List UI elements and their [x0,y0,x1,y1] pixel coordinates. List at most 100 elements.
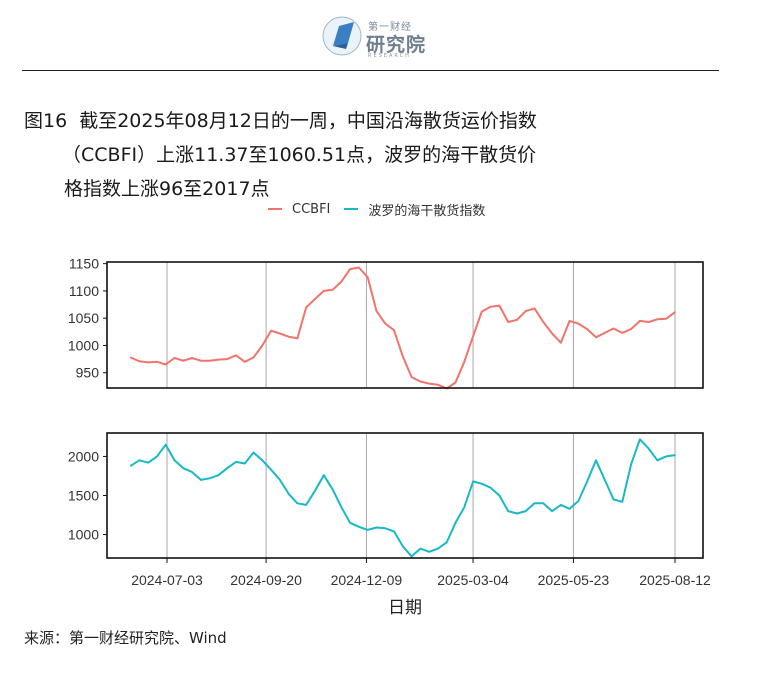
header-divider [22,70,719,71]
ccbfi-point [200,359,202,362]
ccbfi-point [314,298,316,300]
bdi-point [612,498,615,501]
ccbfi-point [296,337,299,340]
bdi-point [287,493,290,495]
ccbfi-point [568,320,571,322]
bdi-point [296,502,299,505]
bdi-point [226,467,229,469]
brand-main-text: 研究院 [366,34,427,56]
ccbfi-point [129,356,132,359]
bdi-point [314,490,316,492]
bdi-point [410,555,413,558]
bdi-point [577,500,580,502]
bdi-point [586,480,588,483]
bdi-point [463,506,466,509]
bdi-point [639,438,641,441]
legend-item-bdi: 波罗的海干散货指数 [344,200,485,219]
bdi-point [498,494,501,497]
title-line-2: （CCBFI）上涨11.37至1060.51点，波罗的海干散货价 [62,144,537,166]
brand-sub-text: RESEARCH [368,53,411,59]
ccbfi-point [437,383,439,386]
ccbfi-point [164,363,167,366]
ccbfi-point [577,322,580,325]
bdi-point [279,479,281,481]
panel1-frame [106,261,704,389]
ccbfi-point [630,328,632,330]
panel1-ytick-label: 1150 [69,256,99,272]
ccbfi-point [656,318,659,321]
panel1-ytick-label: 1000 [68,337,99,353]
legend-key-ccbfi [268,208,282,210]
bdi-point [603,479,606,481]
bdi-point [340,506,343,509]
ccbfi-point [191,357,193,359]
bdi-point [208,477,211,480]
bdi-point [402,545,404,548]
ccbfi-point [147,361,149,364]
ccbfi-point [402,355,404,358]
source-note: 来源：第一财经研究院、Wind [24,629,227,647]
ccbfi-point [639,320,641,322]
panel2-ytick-label: 1500 [68,488,99,504]
ccbfi-point [358,266,360,269]
x-tick-label: 2024-07-03 [131,572,203,588]
legend-item-ccbfi: CCBFI [268,202,330,217]
bdi-point [595,459,597,462]
ccbfi-point [472,335,474,337]
bdi-series-line [130,438,676,558]
bdi-point [252,451,255,454]
panel1-ytick-label: 1100 [69,283,99,299]
bdi-point [419,547,422,550]
ccbfi-point [243,361,246,363]
x-tick-label: 2024-12-09 [331,572,403,588]
ccbfi-point [419,380,422,383]
ccbfi-point [322,290,325,292]
panel2-ytick-label: 2000 [68,448,99,464]
ccbfi-point [542,321,545,323]
bdi-point [217,474,220,476]
bdi-point [428,550,430,553]
panel2-ytick-label: 1000 [68,527,99,543]
ccbfi-point [279,332,281,335]
bdi-point [674,454,676,456]
legend-label-bdi: 波罗的海干散货指数 [368,203,486,219]
ccbfi-point [217,358,220,361]
ccbfi-point [366,276,369,279]
bdi-point [358,525,360,528]
ccbfi-point [612,327,615,330]
bdi-point [665,455,668,458]
bdi-point [533,502,536,505]
x-axis-label: 日期 [388,598,422,617]
bdi-point [129,465,132,467]
bdi-point [375,526,378,529]
bdi-point [147,461,149,464]
ccbfi-point [481,310,483,313]
ccbfi-point [428,382,430,385]
x-tick-label: 2025-05-23 [538,572,610,588]
title-line-3: 格指数上涨96至2017点 [64,178,270,200]
bdi-point [656,459,659,462]
bdi-point [235,461,237,463]
brand-logo-icon [322,16,362,56]
panel1-ytick-label: 950 [76,365,100,381]
bdi-point [516,512,518,515]
bdi-point [445,541,448,544]
bdi-point [524,510,527,512]
ccbfi-point [375,310,378,312]
bdi-point [331,488,334,491]
bdi-point [507,510,509,512]
ccbfi-point [498,304,501,307]
ccbfi-point [138,360,141,363]
ccbfi-point [533,307,536,310]
ccbfi-point [524,310,527,312]
ccbfi-point [463,361,466,363]
x-tick-label: 2024-09-20 [230,572,302,588]
ccbfi-point [349,268,351,270]
bdi-point [647,447,650,450]
title-line-1: 图16 截至2025年08月12日的一周，中国沿海散货运价指数 [24,104,724,138]
ccbfi-point [603,332,606,334]
bdi-point [191,471,193,473]
ccbfi-point [454,381,457,384]
bdi-point [384,527,387,530]
